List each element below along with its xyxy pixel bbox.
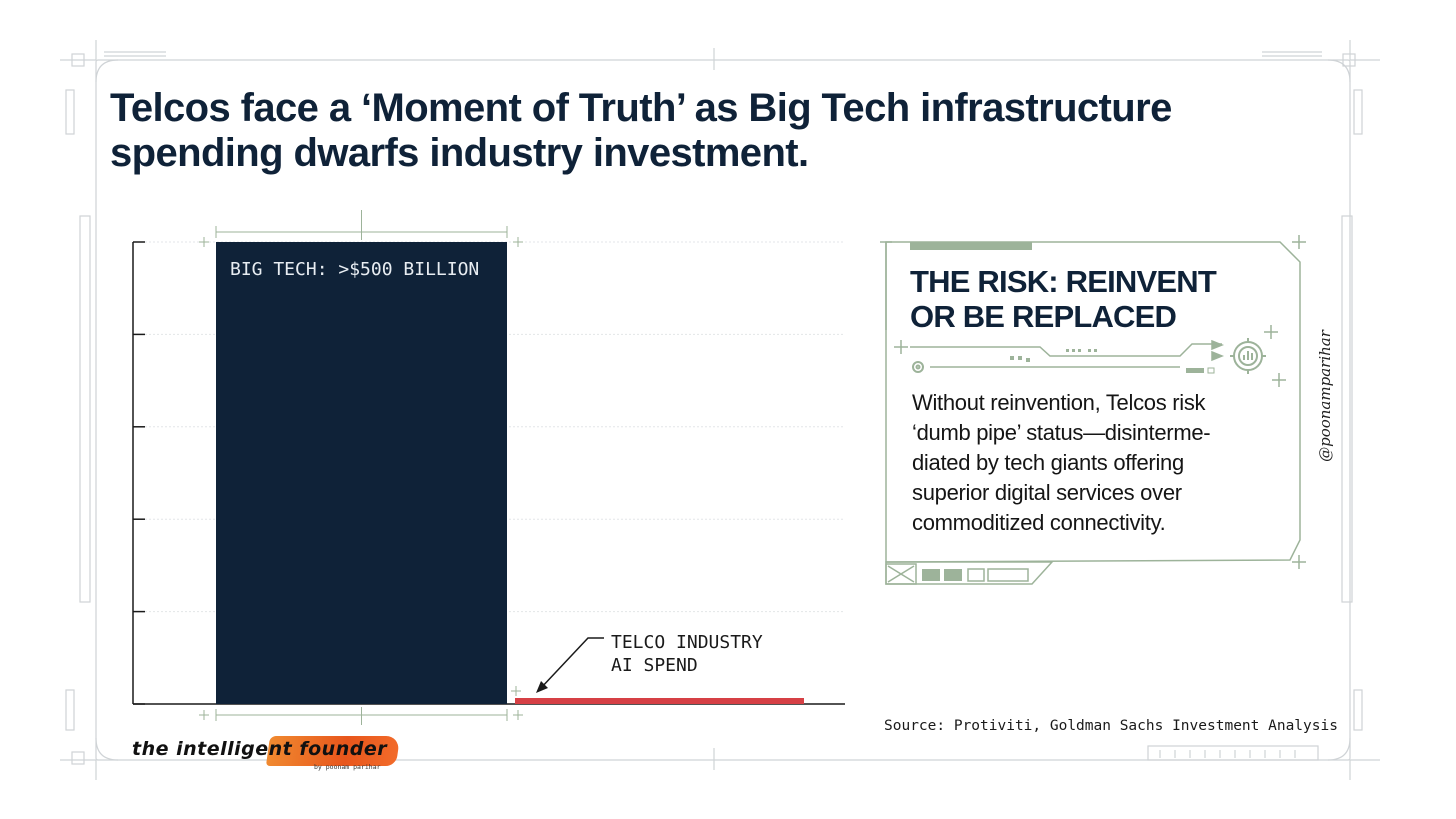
source-citation: Source: Protiviti, Goldman Sachs Investm… [884,718,1338,734]
panel-dash-marks [1010,349,1097,362]
author-handle: @poonamparihar [1316,330,1334,462]
telco-callout-arrow [536,637,604,693]
bar-label-telco-line-1: TELCO INDUSTRY [611,632,763,653]
dimension-markers [199,210,523,725]
title-line-1: Telcos face a ‘Moment of Truth’ as Big T… [110,86,1172,130]
risk-body-line: commoditized connectivity. [912,510,1166,535]
risk-body-line: Without reinvention, Telcos risk [912,390,1206,415]
risk-body-line: superior digital services over [912,480,1182,505]
risk-heading-line-1: THE RISK: REINVENT [910,264,1217,299]
page-title: Telcos face a ‘Moment of Truth’ as Big T… [110,86,1230,176]
risk-body-text: Without reinvention, Telcos risk ‘dumb p… [912,388,1257,538]
chart-bars [216,242,804,704]
risk-body-line: diated by tech giants offering [912,450,1184,475]
settings-chart-icon [1230,338,1266,374]
logo-subtitle: by poonam parihar [314,763,381,771]
risk-body-line: ‘dumb pipe’ status—disinterme- [912,420,1211,445]
bar-big-tech [216,242,507,704]
title-line-2: spending dwarfs industry investment. [110,131,809,175]
logo-text: the intelligent founder [132,738,388,760]
bar-telco-ai-spend [515,698,804,704]
bar-label-big-tech: BIG TECH: >$500 BILLION [230,259,479,280]
risk-heading-line-2: OR BE REPLACED [910,299,1177,334]
bar-label-telco-line-2: AI SPEND [611,655,698,676]
risk-heading: THE RISK: REINVENT OR BE REPLACED [910,264,1217,334]
gear-icon [912,361,924,373]
brand-logo: the intelligent founder by poonam pariha… [130,734,402,774]
